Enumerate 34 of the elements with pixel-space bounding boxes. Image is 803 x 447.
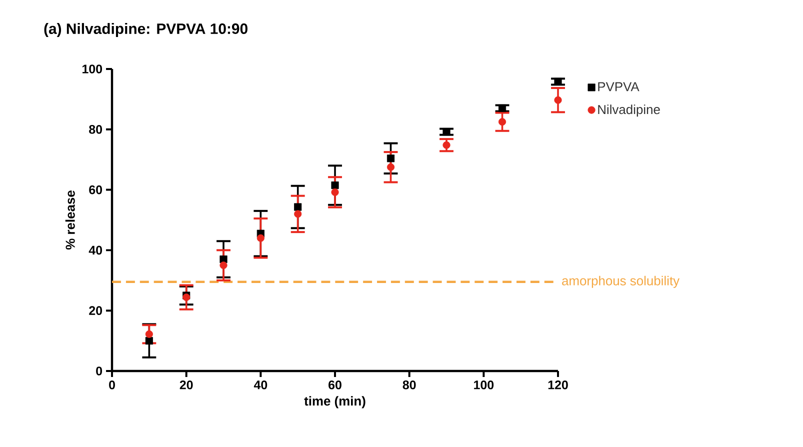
point bbox=[294, 210, 302, 218]
y-tick-label: 60 bbox=[89, 185, 102, 194]
point bbox=[442, 128, 450, 136]
x-tick-label: 60 bbox=[328, 380, 342, 390]
ref-line-label: amorphous solubility bbox=[562, 276, 680, 288]
x-tick-label: 40 bbox=[254, 380, 268, 390]
x-tick-label: 80 bbox=[402, 380, 416, 390]
point bbox=[145, 330, 153, 338]
point bbox=[386, 154, 395, 162]
x-axis-title: time (min) bbox=[304, 396, 366, 408]
point bbox=[145, 337, 153, 345]
point bbox=[554, 96, 562, 104]
point bbox=[294, 203, 302, 211]
y-tick-label: 0 bbox=[96, 366, 102, 376]
x-tick-label: 120 bbox=[548, 380, 568, 390]
point bbox=[386, 163, 395, 171]
point bbox=[220, 262, 228, 270]
x-tick-label: 100 bbox=[474, 380, 494, 390]
point bbox=[498, 104, 506, 112]
point bbox=[498, 118, 506, 126]
y-tick-label: 20 bbox=[89, 306, 102, 315]
y-tick-label: 80 bbox=[89, 124, 102, 134]
x-tick-label: 20 bbox=[180, 380, 193, 390]
point bbox=[442, 141, 450, 149]
point bbox=[331, 181, 339, 190]
y-tick-label: 100 bbox=[82, 64, 102, 74]
x-tick-label: 0 bbox=[109, 380, 115, 390]
y-tick-label: 40 bbox=[88, 246, 102, 255]
point bbox=[331, 188, 339, 196]
chart-title: (a) Nilvadipine: PVPVA 10:90 bbox=[44, 23, 248, 37]
point bbox=[256, 234, 264, 242]
y-axis-title: % release bbox=[65, 190, 75, 250]
legend-label: Nilvadipine bbox=[598, 104, 660, 117]
legend-label: PVPVA bbox=[598, 82, 640, 92]
